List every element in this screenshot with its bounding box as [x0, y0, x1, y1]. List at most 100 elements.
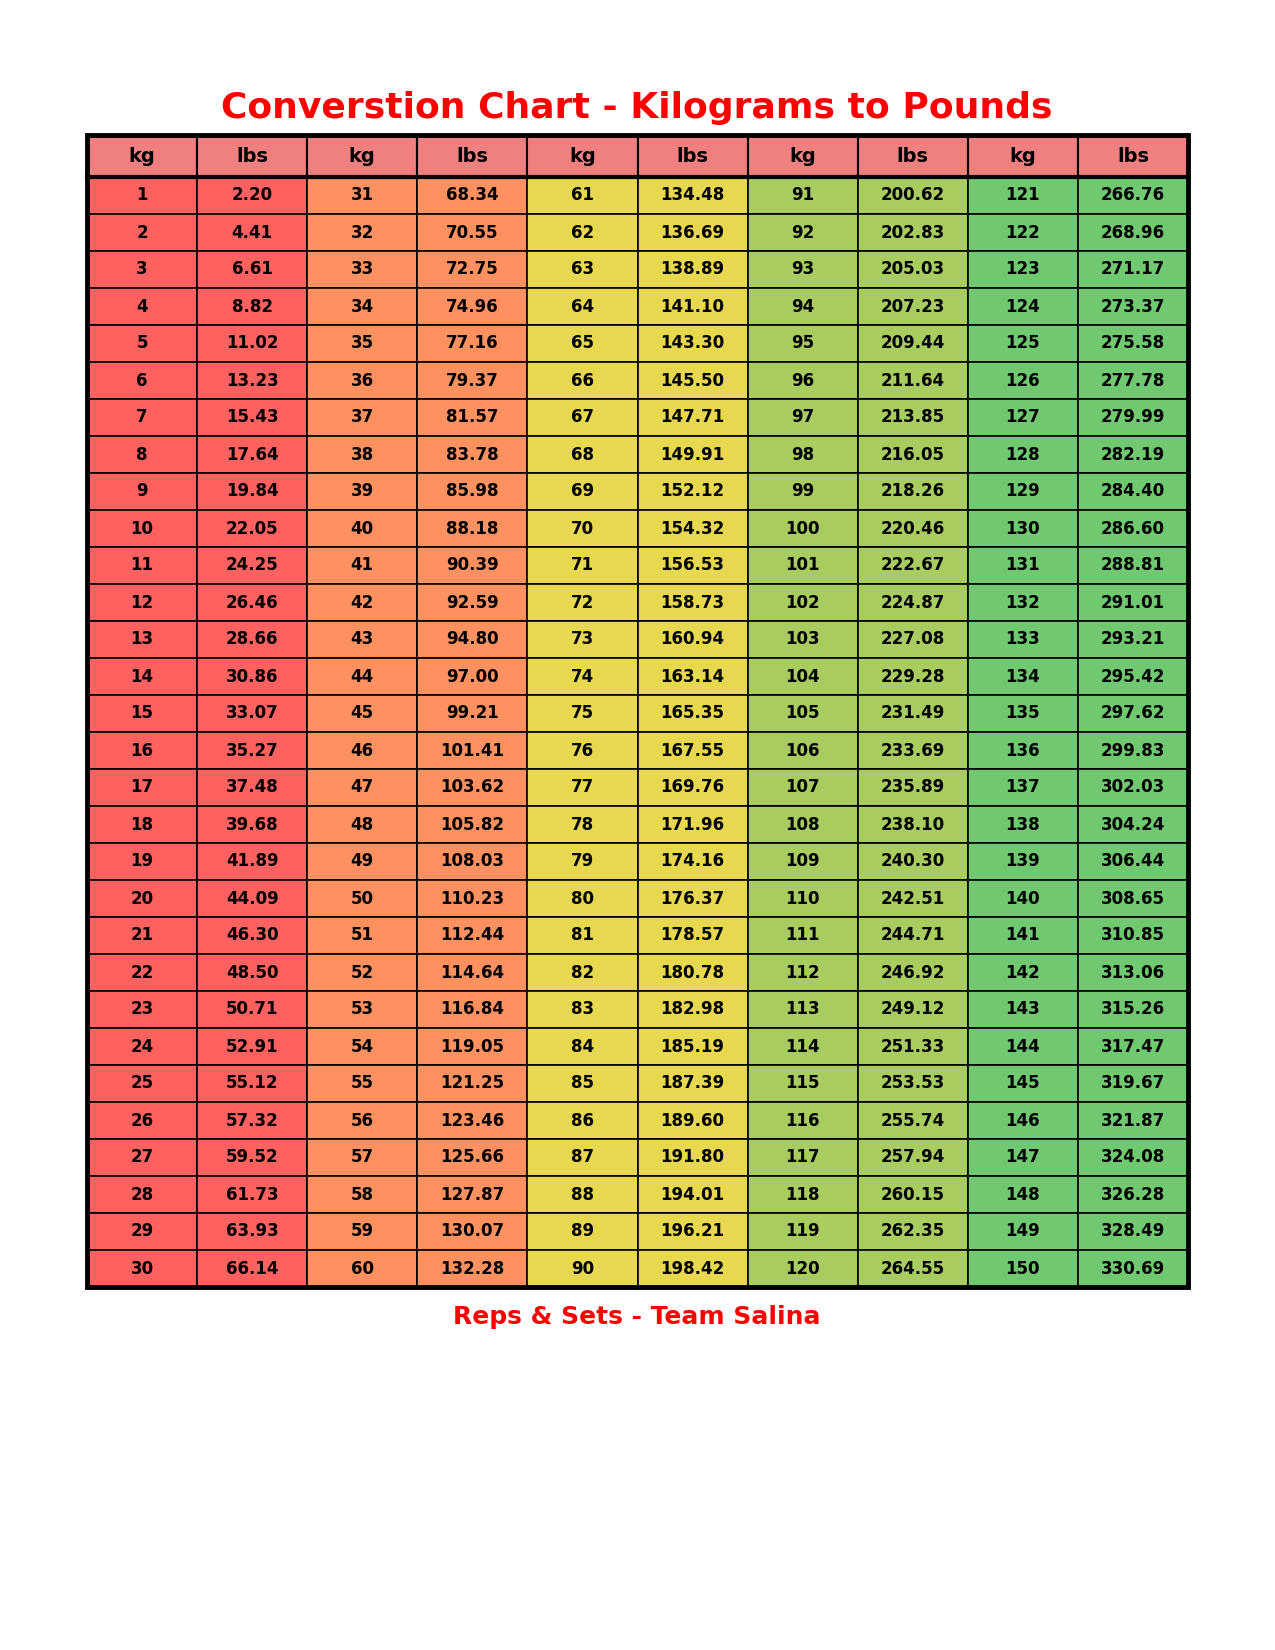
Text: 306.44: 306.44	[1100, 853, 1165, 871]
Text: 35: 35	[351, 335, 374, 353]
Text: 123.46: 123.46	[440, 1112, 505, 1130]
Bar	[307, 1251, 417, 1287]
Text: 7: 7	[136, 409, 148, 426]
Bar	[638, 658, 747, 695]
Bar	[87, 135, 1188, 1287]
Text: 136: 136	[1006, 741, 1040, 759]
Text: 255.74: 255.74	[881, 1112, 945, 1130]
Bar	[87, 548, 198, 584]
Bar	[198, 135, 307, 177]
Text: 41: 41	[351, 556, 374, 574]
Text: 167.55: 167.55	[660, 741, 724, 759]
Bar	[747, 1176, 858, 1213]
Bar	[307, 695, 417, 733]
Bar	[968, 658, 1077, 695]
Text: 102: 102	[785, 594, 820, 612]
Text: 44: 44	[351, 668, 374, 685]
Text: 176.37: 176.37	[660, 889, 724, 908]
Text: Converstion Chart - Kilograms to Pounds: Converstion Chart - Kilograms to Pounds	[222, 91, 1053, 125]
Bar	[747, 954, 858, 992]
Bar	[968, 917, 1077, 954]
Text: 246.92: 246.92	[881, 964, 945, 982]
Bar	[638, 510, 747, 548]
Bar	[528, 733, 638, 769]
Text: 21: 21	[130, 927, 153, 944]
Bar	[968, 510, 1077, 548]
Bar	[198, 289, 307, 325]
Bar	[307, 620, 417, 658]
Bar	[528, 620, 638, 658]
Bar	[858, 177, 968, 214]
Text: 198.42: 198.42	[660, 1259, 724, 1277]
Bar	[638, 954, 747, 992]
Bar	[417, 436, 528, 474]
Text: 211.64: 211.64	[881, 371, 945, 389]
Text: 36: 36	[351, 371, 374, 389]
Bar	[968, 695, 1077, 733]
Bar	[638, 992, 747, 1028]
Bar	[858, 1176, 968, 1213]
Bar	[198, 510, 307, 548]
Text: 135: 135	[1006, 705, 1040, 723]
Text: 163.14: 163.14	[660, 668, 724, 685]
Bar	[747, 879, 858, 917]
Bar	[968, 1064, 1077, 1102]
Text: 119: 119	[785, 1223, 820, 1241]
Text: 45: 45	[351, 705, 374, 723]
Bar	[307, 1064, 417, 1102]
Bar	[417, 325, 528, 361]
Text: 48.50: 48.50	[226, 964, 278, 982]
Text: kg: kg	[1010, 147, 1037, 165]
Bar	[87, 325, 198, 361]
Bar	[87, 1213, 198, 1251]
Bar	[307, 805, 417, 843]
Text: 95: 95	[790, 335, 815, 353]
Text: 83.78: 83.78	[446, 446, 499, 464]
Bar	[858, 658, 968, 695]
Bar	[638, 1138, 747, 1176]
Bar	[747, 917, 858, 954]
Text: 39: 39	[351, 482, 374, 500]
Bar	[87, 1251, 198, 1287]
Text: 213.85: 213.85	[881, 409, 945, 426]
Bar	[417, 135, 528, 177]
Text: 123: 123	[1006, 261, 1040, 279]
Text: 165.35: 165.35	[660, 705, 724, 723]
Bar	[528, 769, 638, 805]
Bar	[968, 251, 1077, 289]
Text: 125.66: 125.66	[440, 1148, 505, 1167]
Bar	[417, 214, 528, 251]
Bar	[307, 917, 417, 954]
Bar	[198, 548, 307, 584]
Text: 77: 77	[571, 779, 594, 797]
Text: 328.49: 328.49	[1100, 1223, 1165, 1241]
Bar	[858, 695, 968, 733]
Text: 144: 144	[1006, 1038, 1040, 1056]
Bar	[528, 177, 638, 214]
Text: 38: 38	[351, 446, 374, 464]
Text: 84: 84	[571, 1038, 594, 1056]
Text: 191.80: 191.80	[660, 1148, 724, 1167]
Bar	[858, 1213, 968, 1251]
Bar	[968, 733, 1077, 769]
Bar	[528, 917, 638, 954]
Bar	[417, 399, 528, 436]
Text: 94.80: 94.80	[446, 630, 499, 648]
Bar	[1077, 1028, 1188, 1064]
Bar	[307, 733, 417, 769]
Text: 224.87: 224.87	[881, 594, 945, 612]
Text: 66.14: 66.14	[226, 1259, 278, 1277]
Text: 218.26: 218.26	[881, 482, 945, 500]
Text: 6.61: 6.61	[232, 261, 273, 279]
Text: 17.64: 17.64	[226, 446, 278, 464]
Text: 114: 114	[785, 1038, 820, 1056]
Bar	[1077, 1064, 1188, 1102]
Text: 33.07: 33.07	[226, 705, 278, 723]
Bar	[198, 695, 307, 733]
Bar	[417, 954, 528, 992]
Text: 40: 40	[351, 520, 374, 538]
Text: 227.08: 227.08	[881, 630, 945, 648]
Text: kg: kg	[349, 147, 376, 165]
Bar	[528, 289, 638, 325]
Text: 92: 92	[790, 223, 815, 241]
